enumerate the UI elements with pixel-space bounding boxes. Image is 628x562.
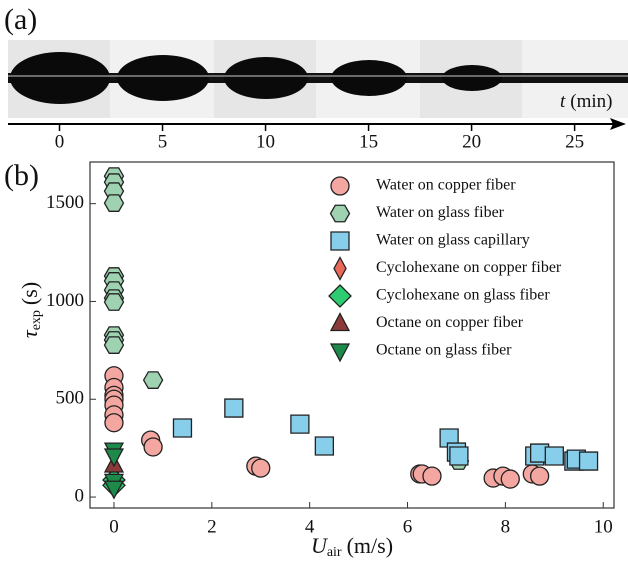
x-tick-label: 10 xyxy=(594,516,613,537)
x-tick-label: 0 xyxy=(55,131,65,152)
marker xyxy=(224,398,244,418)
droplet xyxy=(331,60,407,96)
legend-marker xyxy=(329,343,351,363)
axis-title-symbol: U xyxy=(311,533,329,558)
legend-label: Octane on copper fiber xyxy=(376,314,524,331)
x-tick-label: 8 xyxy=(501,516,511,537)
marker xyxy=(422,466,442,486)
y-tick-label: 1000 xyxy=(46,290,84,311)
x-tick-label: 5 xyxy=(158,131,168,152)
x-tick-label: 15 xyxy=(359,131,378,152)
x-tick-label: 0 xyxy=(109,516,119,537)
marker xyxy=(544,446,564,466)
axis-title-unit: (min) xyxy=(570,91,612,112)
legend-label: Water on copper fiber xyxy=(376,177,516,194)
axis-title-unit: (m/s) xyxy=(347,533,393,558)
fiber xyxy=(8,73,628,83)
axis-title-sub: air xyxy=(327,545,342,560)
marker xyxy=(500,469,520,489)
droplet xyxy=(224,57,308,99)
marker xyxy=(314,436,335,456)
marker xyxy=(103,194,125,212)
legend-marker xyxy=(329,204,351,223)
legend-label: Cyclohexane on glass fiber xyxy=(376,287,550,304)
axis-title-symbol: τ xyxy=(17,329,42,338)
marker xyxy=(142,371,164,389)
x-tick-label: 20 xyxy=(462,131,481,152)
marker xyxy=(103,480,125,500)
marker xyxy=(103,293,125,311)
axis-title-unit: (s) xyxy=(17,282,42,305)
marker xyxy=(290,414,310,434)
plot-frame xyxy=(89,161,615,509)
axis-title-sub: exp xyxy=(29,310,44,330)
x-tick-label: 2 xyxy=(207,516,217,537)
panel-label: (a) xyxy=(4,3,37,36)
x-tick-label: 25 xyxy=(565,131,584,152)
marker xyxy=(172,418,193,438)
legend-marker xyxy=(329,312,351,332)
legend-marker xyxy=(333,256,347,281)
legend-label: Water on glass fiber xyxy=(376,204,505,221)
droplet xyxy=(117,55,209,101)
droplet xyxy=(442,65,502,91)
x-tick-label: 4 xyxy=(305,516,315,537)
marker xyxy=(103,448,125,468)
y-tick-label: 1500 xyxy=(46,192,84,213)
marker xyxy=(578,451,599,471)
x-axis-title: Uair (m/s) xyxy=(311,533,393,560)
marker xyxy=(251,458,271,478)
marker xyxy=(529,466,550,486)
x-tick-label: 10 xyxy=(256,131,275,152)
marker xyxy=(143,437,163,457)
marker xyxy=(449,446,469,466)
legend-marker xyxy=(328,284,352,308)
legend-marker xyxy=(330,231,350,251)
legend-label: Water on glass capillary xyxy=(376,232,530,249)
legend-label: Octane on glass fiber xyxy=(376,342,512,359)
axis-title-symbol: t xyxy=(560,91,566,112)
x-tick-label: 6 xyxy=(403,516,413,537)
droplet xyxy=(10,52,110,104)
axis-title: t (min) xyxy=(560,91,613,112)
legend-marker xyxy=(330,176,350,196)
panel-label: (b) xyxy=(4,159,39,192)
legend-label: Cyclohexane on copper fiber xyxy=(376,259,562,276)
marker xyxy=(104,413,124,433)
y-tick-label: 0 xyxy=(75,485,85,506)
marker xyxy=(103,336,125,354)
y-axis-title: τexp (s) xyxy=(17,282,44,338)
photo-strip xyxy=(8,40,628,118)
arrow-head xyxy=(610,118,626,130)
y-tick-label: 500 xyxy=(56,388,85,409)
